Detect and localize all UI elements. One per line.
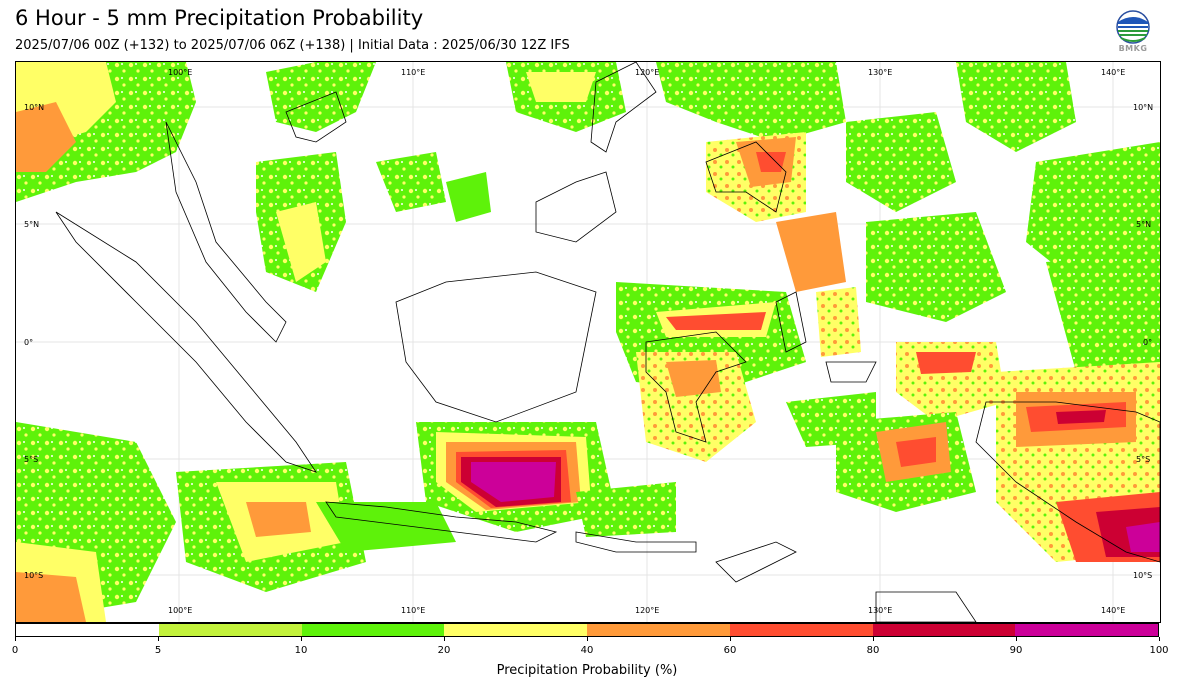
colorbar-tick-mark — [1159, 637, 1160, 641]
lat-label-right: 5°S — [1136, 455, 1150, 464]
colorbar-segment — [444, 624, 587, 636]
colorbar-segment — [729, 624, 873, 636]
colorbar-tick-label: 80 — [866, 645, 880, 656]
lon-label-top: 140°E — [1101, 68, 1125, 77]
map-title: 6 Hour - 5 mm Precipitation Probability — [15, 6, 424, 30]
precip-field-south — [16, 422, 676, 622]
lon-label-bottom: 120°E — [635, 606, 659, 615]
colorbar-segment — [301, 624, 445, 636]
colorbar-tick-label: 60 — [723, 645, 737, 656]
lat-label-left: 5°S — [24, 455, 38, 464]
lon-label-top: 120°E — [635, 68, 659, 77]
colorbar-tick-label: 10 — [294, 645, 308, 656]
colorbar-segment — [158, 624, 302, 636]
colorbar-tick-label: 40 — [580, 645, 594, 656]
colorbar — [15, 623, 1159, 637]
lat-label-right: 5°N — [1136, 220, 1151, 229]
lon-labels-bottom: 100°E 110°E 120°E 130°E 140°E — [168, 606, 1125, 615]
colorbar-tick-mark — [15, 637, 16, 641]
lon-label-top: 110°E — [401, 68, 425, 77]
lat-label-right: 0° — [1143, 338, 1152, 347]
lon-label-bottom: 110°E — [401, 606, 425, 615]
lat-label-left: 0° — [24, 338, 33, 347]
colorbar-segment — [587, 624, 730, 636]
colorbar-tick-mark — [158, 637, 159, 641]
lon-label-bottom: 140°E — [1101, 606, 1125, 615]
colorbar-segment — [872, 624, 1016, 636]
lat-label-left: 5°N — [24, 220, 39, 229]
colorbar-tick-mark — [1016, 637, 1017, 641]
colorbar-tick-mark — [587, 637, 588, 641]
lon-labels-top: 100°E 110°E 120°E 130°E 140°E — [168, 68, 1125, 77]
colorbar-tick-label: 0 — [11, 645, 19, 656]
colorbar-tick-mark — [730, 637, 731, 641]
colorbar-tick-label: 20 — [437, 645, 451, 656]
lat-label-left: 10°N — [24, 103, 44, 112]
colorbar-tick-mark — [873, 637, 874, 641]
colorbar-tick-mark — [301, 637, 302, 641]
lon-label-top: 100°E — [168, 68, 192, 77]
lon-label-bottom: 130°E — [868, 606, 892, 615]
precip-field-north — [16, 62, 1160, 372]
colorbar-segment — [1015, 624, 1158, 636]
logo-text: BMKG — [1118, 44, 1148, 53]
lat-label-right: 10°N — [1133, 103, 1153, 112]
lat-label-left: 10°S — [24, 571, 43, 580]
lat-labels-right: 10°N 5°N 0° 5°S 10°S — [1133, 103, 1153, 580]
colorbar-title: Precipitation Probability (%) — [496, 663, 678, 678]
lon-label-top: 130°E — [868, 68, 892, 77]
map-canvas: 100°E 110°E 120°E 130°E 140°E 100°E 110°… — [16, 62, 1160, 622]
lon-label-bottom: 100°E — [168, 606, 192, 615]
colorbar-tick-label: 5 — [154, 645, 162, 656]
precip-field-central — [616, 282, 1160, 562]
map-subtitle: 2025/07/06 00Z (+132) to 2025/07/06 06Z … — [15, 38, 570, 53]
colorbar-tick-mark — [444, 637, 445, 641]
lat-labels-left: 10°N 5°N 0° 5°S 10°S — [24, 103, 44, 580]
precipitation-map[interactable]: 100°E 110°E 120°E 130°E 140°E 100°E 110°… — [15, 61, 1161, 623]
coastlines — [55, 62, 1160, 622]
colorbar-tick-label: 90 — [1009, 645, 1023, 656]
bmkg-logo — [1116, 10, 1150, 44]
colorbar-tick-label: 100 — [1149, 645, 1169, 656]
colorbar-segment — [16, 624, 159, 636]
lat-label-right: 10°S — [1133, 571, 1152, 580]
